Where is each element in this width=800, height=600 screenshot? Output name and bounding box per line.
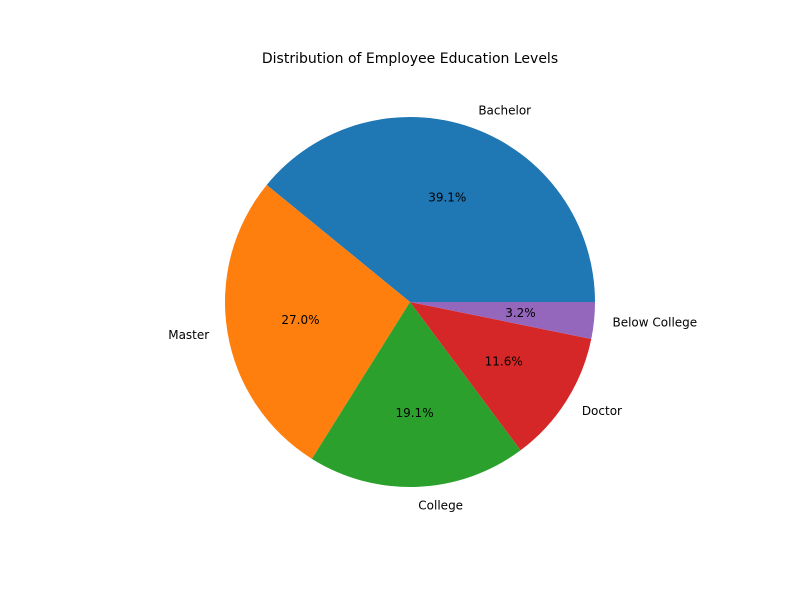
pie-slice-doctor [410, 302, 592, 451]
slice-category-label: Bachelor [478, 103, 531, 117]
chart-title: Distribution of Employee Education Level… [262, 51, 558, 67]
slice-category-label: Master [168, 328, 209, 342]
slice-percent-label: 19.1% [395, 406, 433, 420]
pie-slice-master [224, 184, 410, 459]
slice-percent-label: 39.1% [428, 190, 466, 204]
pie-slices [224, 116, 595, 487]
slice-category-label: Below College [612, 315, 697, 329]
pie-labels: Bachelor 39.1% Master 27.0% College 19.1% Doct… [168, 103, 697, 512]
slice-category-label: College [418, 498, 463, 512]
pie-slice-college [311, 302, 521, 487]
slice-percent-label: 11.6% [485, 354, 523, 368]
pie-slice-below-college [410, 302, 595, 339]
slice-percent-label: 3.2% [505, 306, 536, 320]
pie-slice-bachelor [266, 116, 595, 302]
slice-percent-label: 27.0% [281, 313, 319, 327]
slice-category-label: Doctor [582, 404, 622, 418]
